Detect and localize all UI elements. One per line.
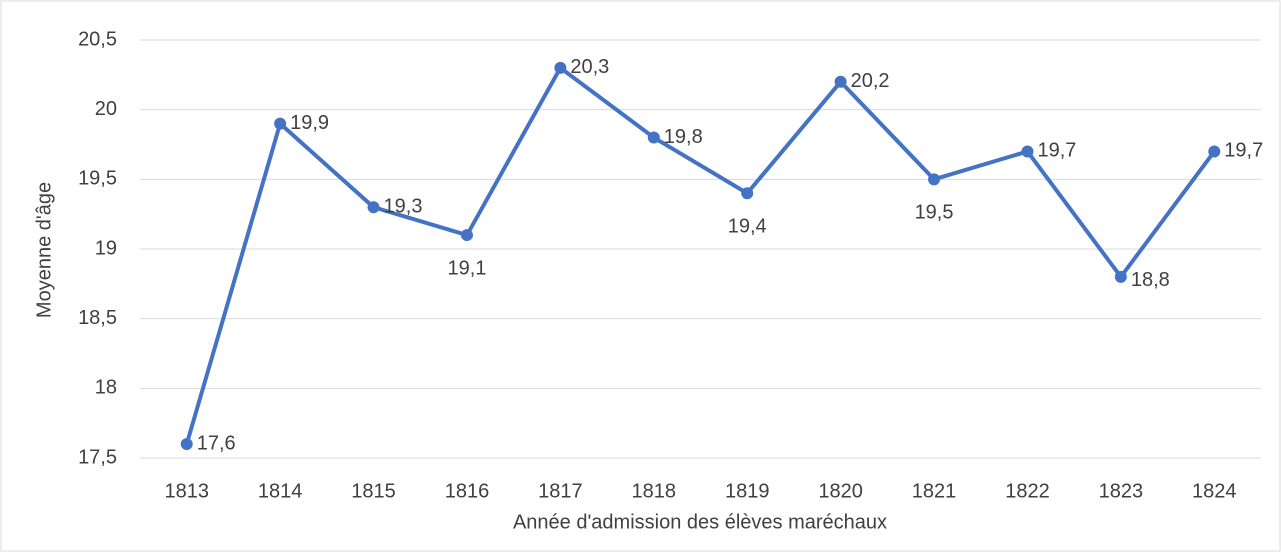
data-label: 19,1 (447, 257, 486, 279)
data-point (741, 187, 754, 200)
data-label: 19,7 (1037, 140, 1076, 162)
data-label: 19,4 (728, 216, 767, 238)
x-axis-title: Année d'admission des élèves maréchaux (513, 511, 887, 533)
data-label: 19,9 (290, 112, 329, 134)
data-point (834, 75, 847, 88)
x-tick-label: 1821 (912, 480, 957, 502)
data-label: 19,7 (1224, 140, 1263, 162)
x-tick-label: 1813 (164, 480, 209, 502)
x-tick-label: 1814 (258, 480, 303, 502)
data-point (647, 131, 660, 144)
data-label: 20,2 (851, 70, 890, 92)
data-point (554, 61, 567, 74)
data-point (1208, 145, 1221, 158)
y-tick-label: 18 (95, 377, 117, 399)
x-tick-label: 1820 (818, 480, 863, 502)
data-point (928, 173, 941, 186)
data-label: 19,8 (664, 126, 703, 148)
x-tick-label: 1823 (1099, 480, 1144, 502)
y-tick-label: 20 (95, 98, 117, 120)
y-tick-label: 18,5 (78, 307, 117, 329)
y-axis-title: Moyenne d'âge (33, 182, 55, 318)
x-tick-label: 1818 (632, 480, 677, 502)
data-point (367, 201, 380, 214)
data-line (184, 65, 1216, 445)
x-tick-label: 1816 (445, 480, 490, 502)
data-point (460, 229, 473, 242)
data-label: 17,6 (197, 432, 236, 454)
x-tick-label: 1822 (1005, 480, 1050, 502)
data-point (1021, 145, 1034, 158)
y-tick-label: 19 (95, 237, 117, 259)
data-label: 18,8 (1131, 269, 1170, 291)
data-label: 20,3 (570, 56, 609, 78)
x-tick-label: 1817 (538, 480, 583, 502)
x-tick-label: 1815 (351, 480, 396, 502)
data-point (274, 117, 287, 130)
data-label: 19,3 (384, 195, 423, 217)
data-point (1114, 270, 1127, 283)
y-tick-label: 19,5 (78, 168, 117, 190)
data-label: 19,5 (915, 202, 954, 224)
x-tick-label: 1819 (725, 480, 770, 502)
x-tick-label: 1824 (1192, 480, 1237, 502)
y-tick-label: 17,5 (78, 446, 117, 468)
y-tick-label: 20,5 (78, 28, 117, 50)
data-point (180, 438, 193, 451)
